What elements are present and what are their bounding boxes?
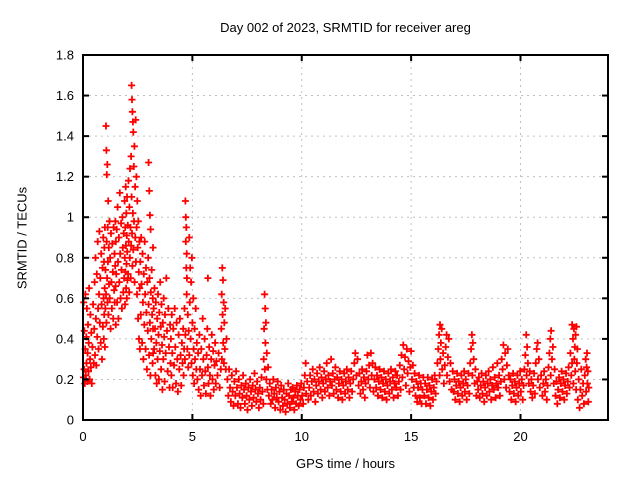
plot-border (82, 54, 609, 421)
scatter-series-srmtid (79, 81, 593, 416)
y-tick-label: 1.8 (56, 48, 74, 63)
y-tick-label: 1.2 (56, 169, 74, 184)
y-tick-label: 1 (67, 210, 74, 225)
y-tick-label: 1.4 (56, 129, 74, 144)
chart-title: Day 002 of 2023, SRMTID for receiver are… (220, 20, 471, 35)
x-tick-label: 15 (404, 429, 418, 444)
y-tick-label: 0 (67, 413, 74, 428)
y-tick-label: 0.6 (56, 291, 74, 306)
x-tick-label: 20 (513, 429, 527, 444)
x-tick-label: 10 (295, 429, 309, 444)
x-tick-label: 0 (79, 429, 86, 444)
y-axis-label: SRMTID / TECUs (14, 186, 30, 290)
x-axis-label: GPS time / hours (296, 456, 395, 471)
y-tick-label: 1.6 (56, 88, 74, 103)
y-tick-label: 0.8 (56, 250, 74, 265)
y-tick-label: 0.4 (56, 331, 74, 346)
x-tick-label: 5 (189, 429, 196, 444)
y-tick-label: 0.2 (56, 372, 74, 387)
